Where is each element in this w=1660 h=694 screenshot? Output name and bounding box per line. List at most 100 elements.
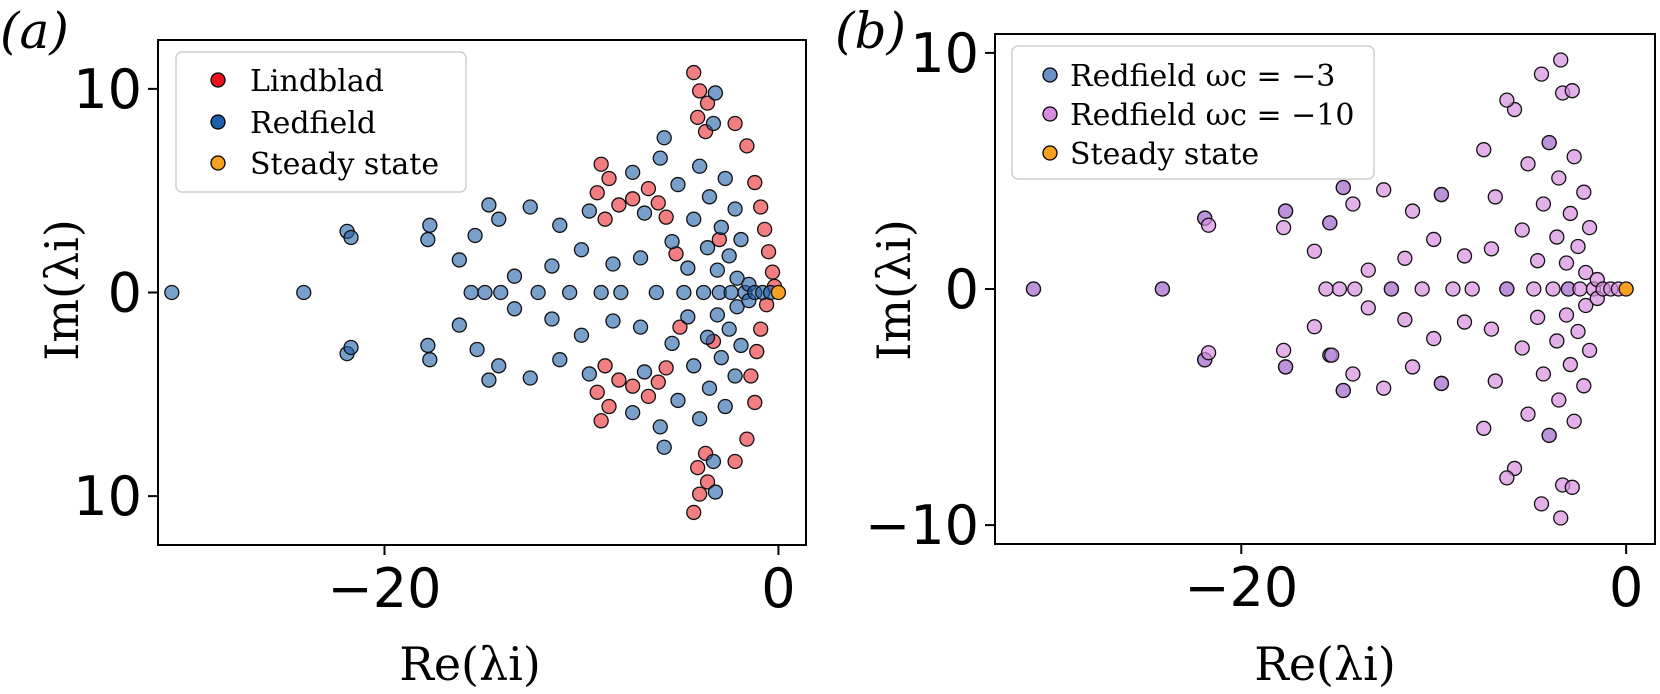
point-lindblad-24 bbox=[749, 343, 765, 360]
point-redfield-24 bbox=[522, 370, 538, 386]
point-lindblad-8 bbox=[658, 209, 674, 225]
point-redfield-55 bbox=[686, 211, 702, 227]
point-redfield-c-10-17 bbox=[1345, 366, 1361, 382]
point-redfield-26 bbox=[544, 258, 560, 274]
panel-b-ylabel: Im(λi) bbox=[867, 219, 921, 361]
point-redfield-c-10-20 bbox=[1347, 281, 1363, 297]
point-redfield-c-10-34 bbox=[1433, 375, 1450, 392]
point-redfield-c-10-5 bbox=[1200, 345, 1217, 361]
point-redfield-28 bbox=[552, 217, 568, 233]
point-redfield-c-10-15 bbox=[1345, 196, 1361, 212]
point-redfield-c-10-49 bbox=[1514, 340, 1530, 356]
point-lindblad-28 bbox=[589, 384, 605, 400]
point-redfield-73 bbox=[721, 248, 737, 264]
point-redfield-49 bbox=[664, 335, 680, 352]
point-redfield-c-10-92 bbox=[1564, 83, 1580, 99]
point-lindblad-2 bbox=[589, 185, 605, 201]
point-redfield-35 bbox=[593, 284, 609, 301]
point-redfield-62 bbox=[701, 189, 718, 205]
point-redfield-1 bbox=[296, 284, 312, 301]
point-redfield-c-10-71 bbox=[1566, 149, 1582, 165]
point-redfield-c-10-79 bbox=[1578, 297, 1594, 314]
point-redfield-c-10-60 bbox=[1549, 229, 1565, 245]
point-redfield-9 bbox=[420, 337, 436, 354]
point-redfield-c-10-39 bbox=[1476, 142, 1492, 158]
legend-steady-b-label: Steady state bbox=[1070, 137, 1259, 172]
point-redfield-c-10-72 bbox=[1566, 413, 1582, 429]
point-redfield-81 bbox=[733, 337, 749, 354]
point-redfield-c-10-27 bbox=[1397, 312, 1413, 328]
point-redfield-c-10-48 bbox=[1514, 222, 1530, 238]
point-redfield-66 bbox=[709, 262, 726, 278]
panel-b-ytick-label-1: 0 bbox=[945, 258, 979, 321]
point-redfield-29 bbox=[552, 352, 568, 368]
panel-a-axes: −20 0 10 0 10 bbox=[73, 58, 795, 620]
point-lindblad-6 bbox=[640, 180, 657, 197]
point-lindblad-37 bbox=[699, 474, 716, 490]
point-redfield-80 bbox=[733, 231, 749, 248]
point-redfield-c-10-69 bbox=[1562, 205, 1578, 222]
point-redfield-78 bbox=[729, 270, 745, 286]
point-redfield-76 bbox=[727, 201, 743, 217]
point-redfield-c-10-10 bbox=[1306, 243, 1323, 259]
point-redfield-59 bbox=[695, 284, 712, 301]
point-redfield-11 bbox=[451, 317, 467, 333]
point-redfield-c-10-21 bbox=[1360, 262, 1376, 278]
point-redfield-71 bbox=[717, 170, 733, 187]
point-redfield-14 bbox=[481, 197, 497, 213]
point-redfield-57 bbox=[691, 158, 708, 174]
legend-wc10-label: Redfield ωc = −10 bbox=[1070, 98, 1354, 133]
point-steady-state-0 bbox=[1618, 281, 1634, 297]
panel-b-ytick-label-2: −10 bbox=[865, 494, 979, 557]
point-redfield-c-10-37 bbox=[1456, 314, 1473, 330]
panel-a-xlabel: Re(λi) bbox=[399, 637, 541, 691]
point-redfield-c-10-3 bbox=[1200, 217, 1217, 233]
point-lindblad-46 bbox=[672, 319, 688, 335]
point-redfield-50 bbox=[670, 176, 686, 193]
point-redfield-c-10-56 bbox=[1535, 366, 1552, 382]
point-redfield-74 bbox=[721, 321, 737, 337]
point-redfield-c-10-61 bbox=[1549, 333, 1565, 349]
point-redfield-34 bbox=[581, 366, 597, 382]
point-redfield-44 bbox=[636, 364, 653, 380]
point-redfield-c-10-23 bbox=[1376, 182, 1392, 198]
panel-a-ytick-label-0: 10 bbox=[73, 58, 142, 121]
point-redfield-25 bbox=[530, 284, 546, 301]
point-redfield-c-10-93 bbox=[1564, 479, 1580, 495]
point-redfield-c-10-36 bbox=[1456, 248, 1473, 264]
point-lindblad-17 bbox=[753, 199, 769, 215]
point-redfield-42 bbox=[632, 319, 649, 335]
point-redfield-c-10-12 bbox=[1322, 215, 1338, 231]
point-redfield-32 bbox=[573, 327, 590, 343]
point-redfield-31 bbox=[573, 242, 590, 258]
panel-b-xtick-label-1: 0 bbox=[1609, 556, 1643, 619]
point-redfield-c-10-31 bbox=[1426, 231, 1442, 248]
legend-lindblad-marker bbox=[210, 72, 226, 88]
point-redfield-c-10-38 bbox=[1464, 281, 1480, 297]
panel-a: (a) −20 0 10 0 10 Re(λi) Im(λi) Lindblad Red… bbox=[0, 2, 807, 691]
point-lindblad-18 bbox=[756, 221, 773, 238]
point-redfield-c-10-67 bbox=[1558, 307, 1575, 323]
point-redfield-40 bbox=[625, 404, 641, 421]
legend-wc10-marker bbox=[1042, 106, 1058, 122]
point-redfield-c-10-7 bbox=[1275, 219, 1292, 236]
point-redfield-c-10-24 bbox=[1376, 380, 1392, 396]
point-redfield-c-10-75 bbox=[1572, 281, 1588, 297]
point-redfield-c-10-53 bbox=[1529, 253, 1546, 269]
point-steady-state-0 bbox=[770, 284, 787, 301]
point-redfield-64 bbox=[705, 115, 722, 132]
point-lindblad-40 bbox=[727, 453, 743, 470]
point-redfield-c-10-55 bbox=[1535, 196, 1552, 212]
point-redfield-70 bbox=[713, 350, 729, 366]
panel-b-axes: −20 0 10 0 −10 bbox=[865, 22, 1643, 619]
point-redfield-c-10-89 bbox=[1553, 510, 1569, 526]
point-redfield-c-10-11 bbox=[1306, 319, 1323, 335]
point-redfield-13 bbox=[469, 341, 485, 358]
point-lindblad-10 bbox=[691, 83, 708, 99]
point-redfield-47 bbox=[656, 439, 672, 455]
point-redfield-88 bbox=[707, 85, 724, 101]
point-redfield-43 bbox=[636, 205, 653, 221]
point-redfield-c-10-74 bbox=[1570, 323, 1586, 340]
point-lindblad-32 bbox=[640, 388, 657, 405]
point-redfield-10 bbox=[451, 252, 467, 268]
